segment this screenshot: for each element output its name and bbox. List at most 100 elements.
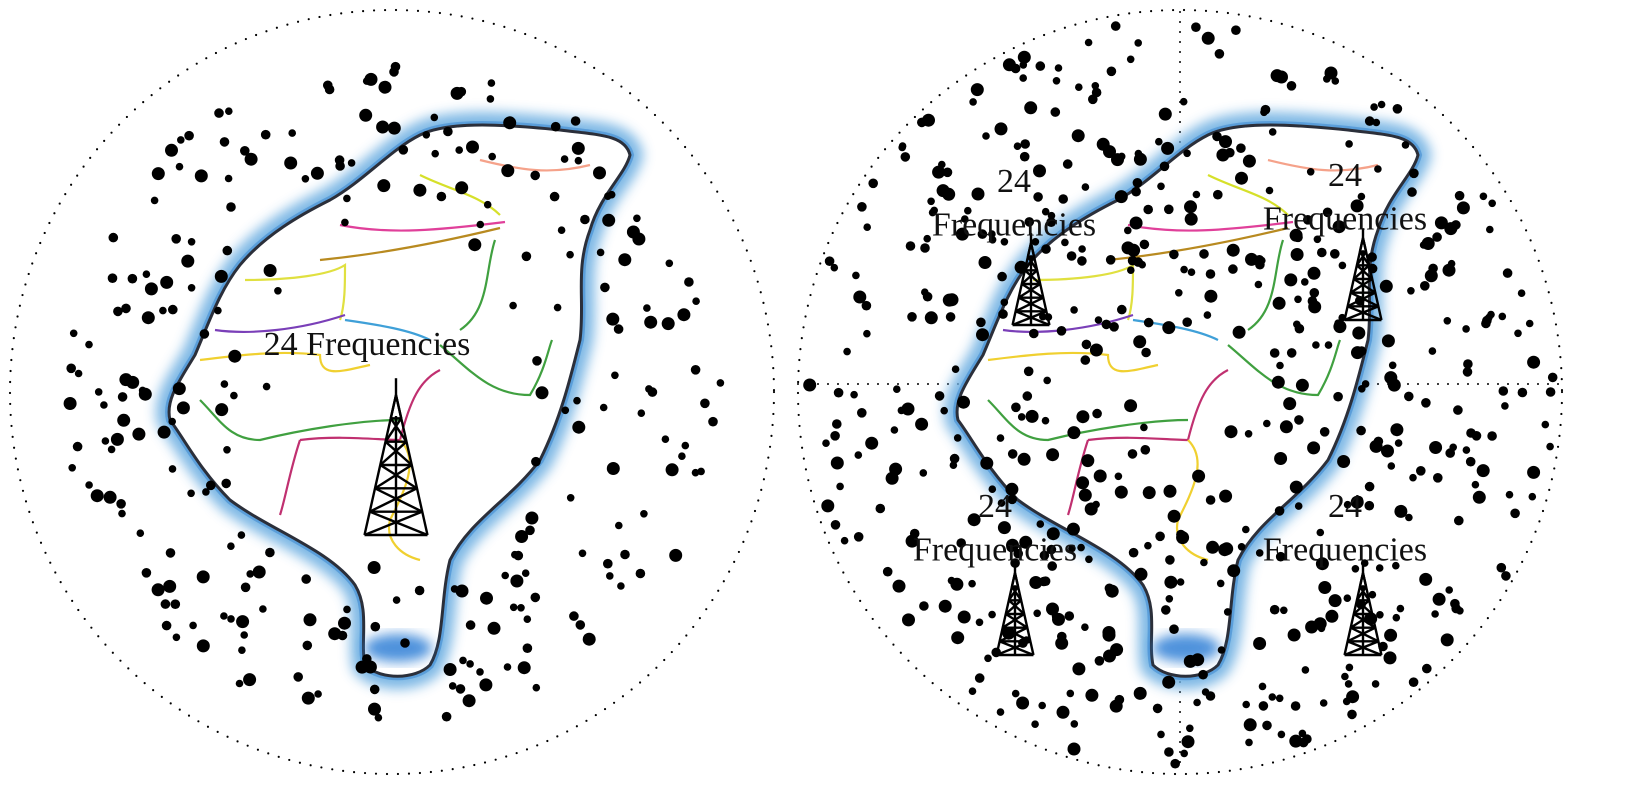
user-dot: [126, 375, 140, 389]
user-dot: [1143, 204, 1153, 215]
user-dot: [893, 385, 901, 394]
user-dot: [1260, 104, 1271, 115]
user-dot: [964, 206, 972, 215]
user-dot: [160, 599, 171, 609]
user-dot: [945, 312, 956, 322]
user-dot: [830, 456, 844, 470]
user-dot: [1501, 571, 1511, 581]
user-dot: [144, 282, 158, 296]
user-dot: [640, 510, 648, 518]
user-dot: [1127, 255, 1138, 266]
user-dot: [1404, 391, 1414, 402]
user-dot: [1093, 469, 1107, 483]
user-dot: [949, 453, 960, 464]
user-dot: [1244, 430, 1253, 438]
user-dot: [222, 245, 233, 256]
user-dot: [369, 684, 380, 695]
user-dot: [151, 167, 165, 181]
user-dot: [1409, 473, 1417, 482]
user-dot: [1294, 415, 1304, 425]
user-dot: [1476, 464, 1490, 478]
user-dot: [1272, 296, 1286, 310]
user-dot: [980, 456, 994, 470]
user-dot: [1527, 465, 1541, 479]
user-dot: [1066, 251, 1077, 261]
user-dot: [1175, 289, 1183, 297]
user-dot: [596, 248, 605, 257]
user-dot: [1106, 66, 1117, 77]
user-dot: [1275, 551, 1286, 562]
user-dot: [1103, 649, 1116, 663]
user-dot: [1275, 694, 1284, 703]
user-dot: [1242, 525, 1250, 534]
user-dot: [1290, 248, 1304, 261]
user-dot: [945, 293, 959, 307]
user-dot: [1077, 256, 1087, 266]
user-dot: [953, 434, 962, 442]
user-dot: [1052, 612, 1065, 626]
user-dot: [1180, 265, 1188, 274]
user-dot: [1041, 244, 1051, 254]
user-dot: [214, 108, 224, 118]
user-dot: [550, 121, 561, 132]
user-dot: [669, 548, 683, 562]
user-dot: [575, 620, 586, 630]
user-dot: [1225, 147, 1235, 158]
user-dot: [1364, 116, 1375, 126]
user-dot: [1269, 604, 1280, 615]
user-dot: [922, 291, 933, 302]
user-dot: [151, 583, 165, 597]
user-dot: [1345, 140, 1353, 148]
user-dot: [1167, 509, 1181, 523]
user-dot: [574, 156, 583, 165]
user-dot: [1245, 252, 1258, 266]
user-dot: [1165, 555, 1175, 565]
user-dot: [1128, 547, 1139, 558]
user-dot: [976, 328, 989, 342]
user-dot: [1379, 279, 1393, 293]
user-dot: [252, 565, 266, 579]
user-dot: [1368, 590, 1377, 599]
user-dot: [927, 197, 935, 206]
user-dot: [362, 77, 371, 85]
user-dot: [1127, 449, 1138, 459]
user-dot: [936, 184, 950, 198]
user-dot: [488, 152, 497, 161]
user-dot: [1052, 77, 1061, 85]
user-dot: [1295, 378, 1309, 392]
user-dot: [830, 431, 840, 441]
user-dot: [163, 579, 177, 593]
user-dot: [1110, 21, 1121, 31]
user-dot: [1258, 256, 1266, 265]
user-dot: [118, 509, 126, 518]
user-dot: [1179, 97, 1188, 106]
user-dot: [1330, 249, 1340, 259]
user-dot: [1092, 500, 1100, 509]
user-dot: [168, 304, 178, 315]
user-dot: [854, 451, 863, 459]
user-dot: [170, 599, 181, 609]
coverage-boundary: [8, 8, 776, 776]
user-dot: [1479, 192, 1488, 201]
user-dot: [1387, 462, 1396, 470]
user-dot: [976, 317, 986, 328]
user-dot: [1182, 317, 1192, 328]
user-dot: [998, 309, 1008, 319]
user-dot: [560, 155, 569, 163]
user-dot: [942, 167, 953, 178]
user-dot: [1471, 431, 1482, 441]
user-dot: [1031, 238, 1040, 246]
user-dot: [1081, 339, 1092, 350]
user-dot: [885, 471, 899, 485]
user-dot: [1024, 101, 1038, 115]
user-dot: [443, 126, 453, 137]
user-dot: [1440, 633, 1454, 647]
user-dot: [1374, 165, 1382, 173]
user-dot: [684, 277, 694, 287]
user-dot: [1456, 607, 1464, 615]
user-dot: [1541, 420, 1550, 429]
user-dot: [626, 225, 640, 239]
user-dot: [202, 488, 210, 496]
user-dot: [530, 170, 540, 181]
